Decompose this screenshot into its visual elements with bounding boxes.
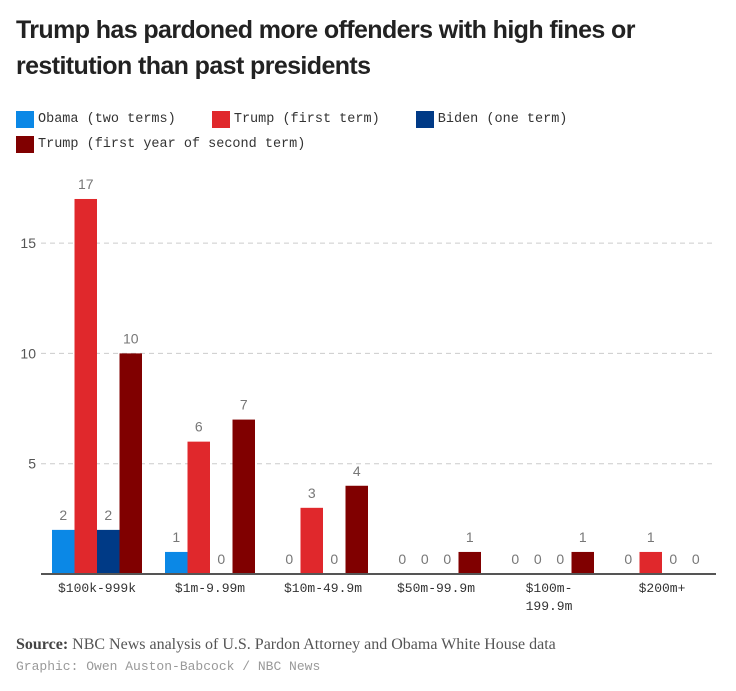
y-tick-label: 10 [20, 345, 36, 361]
legend-label: Biden (one term) [437, 112, 568, 127]
legend-swatch [16, 111, 34, 128]
bar [345, 485, 368, 574]
source-note: Source: NBC News analysis of U.S. Pardon… [16, 636, 556, 654]
legend-label: Obama (two terms) [38, 112, 176, 127]
data-label: 0 [285, 551, 293, 567]
data-label: 0 [398, 551, 406, 567]
data-label: 2 [59, 507, 67, 523]
data-label: 0 [692, 551, 700, 567]
x-tick-label: $100m- [526, 581, 573, 596]
bar [639, 551, 662, 574]
source-label: Source: [16, 636, 69, 653]
data-label: 0 [421, 551, 429, 567]
bar [165, 551, 188, 574]
credit: Graphic: Owen Auston-Babcock / NBC News [16, 659, 321, 674]
legend-swatch [211, 111, 230, 128]
data-label: 3 [308, 485, 316, 501]
data-label: 0 [511, 551, 519, 567]
data-label: 2 [104, 507, 112, 523]
data-label: 0 [556, 551, 564, 567]
data-label: 0 [669, 551, 677, 567]
y-tick-label: 5 [28, 456, 36, 472]
data-label: 10 [123, 330, 139, 346]
legend-item-trump-second: Trump (first year of second term) [16, 133, 305, 156]
data-label: 17 [78, 176, 94, 192]
bar [74, 198, 97, 575]
data-label: 0 [330, 551, 338, 567]
data-label: 1 [647, 529, 655, 545]
x-tick-label: $1m-9.99m [175, 581, 245, 596]
chart-title: Trump has pardoned more offenders with h… [16, 16, 635, 80]
data-label: 7 [240, 397, 248, 413]
data-label: 0 [534, 551, 542, 567]
data-label: 4 [353, 463, 361, 479]
y-tick-label: 15 [20, 235, 36, 251]
bar [119, 353, 142, 574]
bar [232, 419, 255, 574]
bar [571, 551, 594, 574]
data-label: 1 [172, 529, 180, 545]
legend-label: Trump (first year of second term) [38, 137, 306, 152]
legend-item-biden: Biden (one term) [415, 108, 568, 131]
bar [187, 441, 210, 574]
x-tick-label: $50m-99.9m [397, 581, 475, 596]
bar [52, 529, 75, 574]
data-label: 0 [217, 551, 225, 567]
source-text: NBC News analysis of U.S. Pardon Attorne… [72, 636, 556, 653]
bar [458, 551, 481, 574]
legend: Obama (two terms) Trump (first term) Bid… [16, 108, 716, 158]
bar [300, 507, 323, 574]
data-label: 0 [624, 551, 632, 567]
legend-label: Trump (first term) [233, 112, 380, 127]
legend-item-obama: Obama (two terms) [16, 108, 176, 131]
data-label: 6 [195, 419, 203, 435]
x-tick-label: $200m+ [639, 581, 686, 596]
data-label: 1 [466, 529, 474, 545]
x-tick-label: $100k-999k [58, 581, 136, 596]
bar [97, 529, 120, 574]
x-tick-label: $10m-49.9m [284, 581, 362, 596]
legend-swatch [415, 111, 434, 128]
x-tick-label: 199.9m [526, 599, 573, 614]
data-label: 0 [443, 551, 451, 567]
data-label: 1 [579, 529, 587, 545]
legend-swatch [16, 136, 34, 153]
legend-item-trump-first: Trump (first term) [211, 108, 380, 131]
